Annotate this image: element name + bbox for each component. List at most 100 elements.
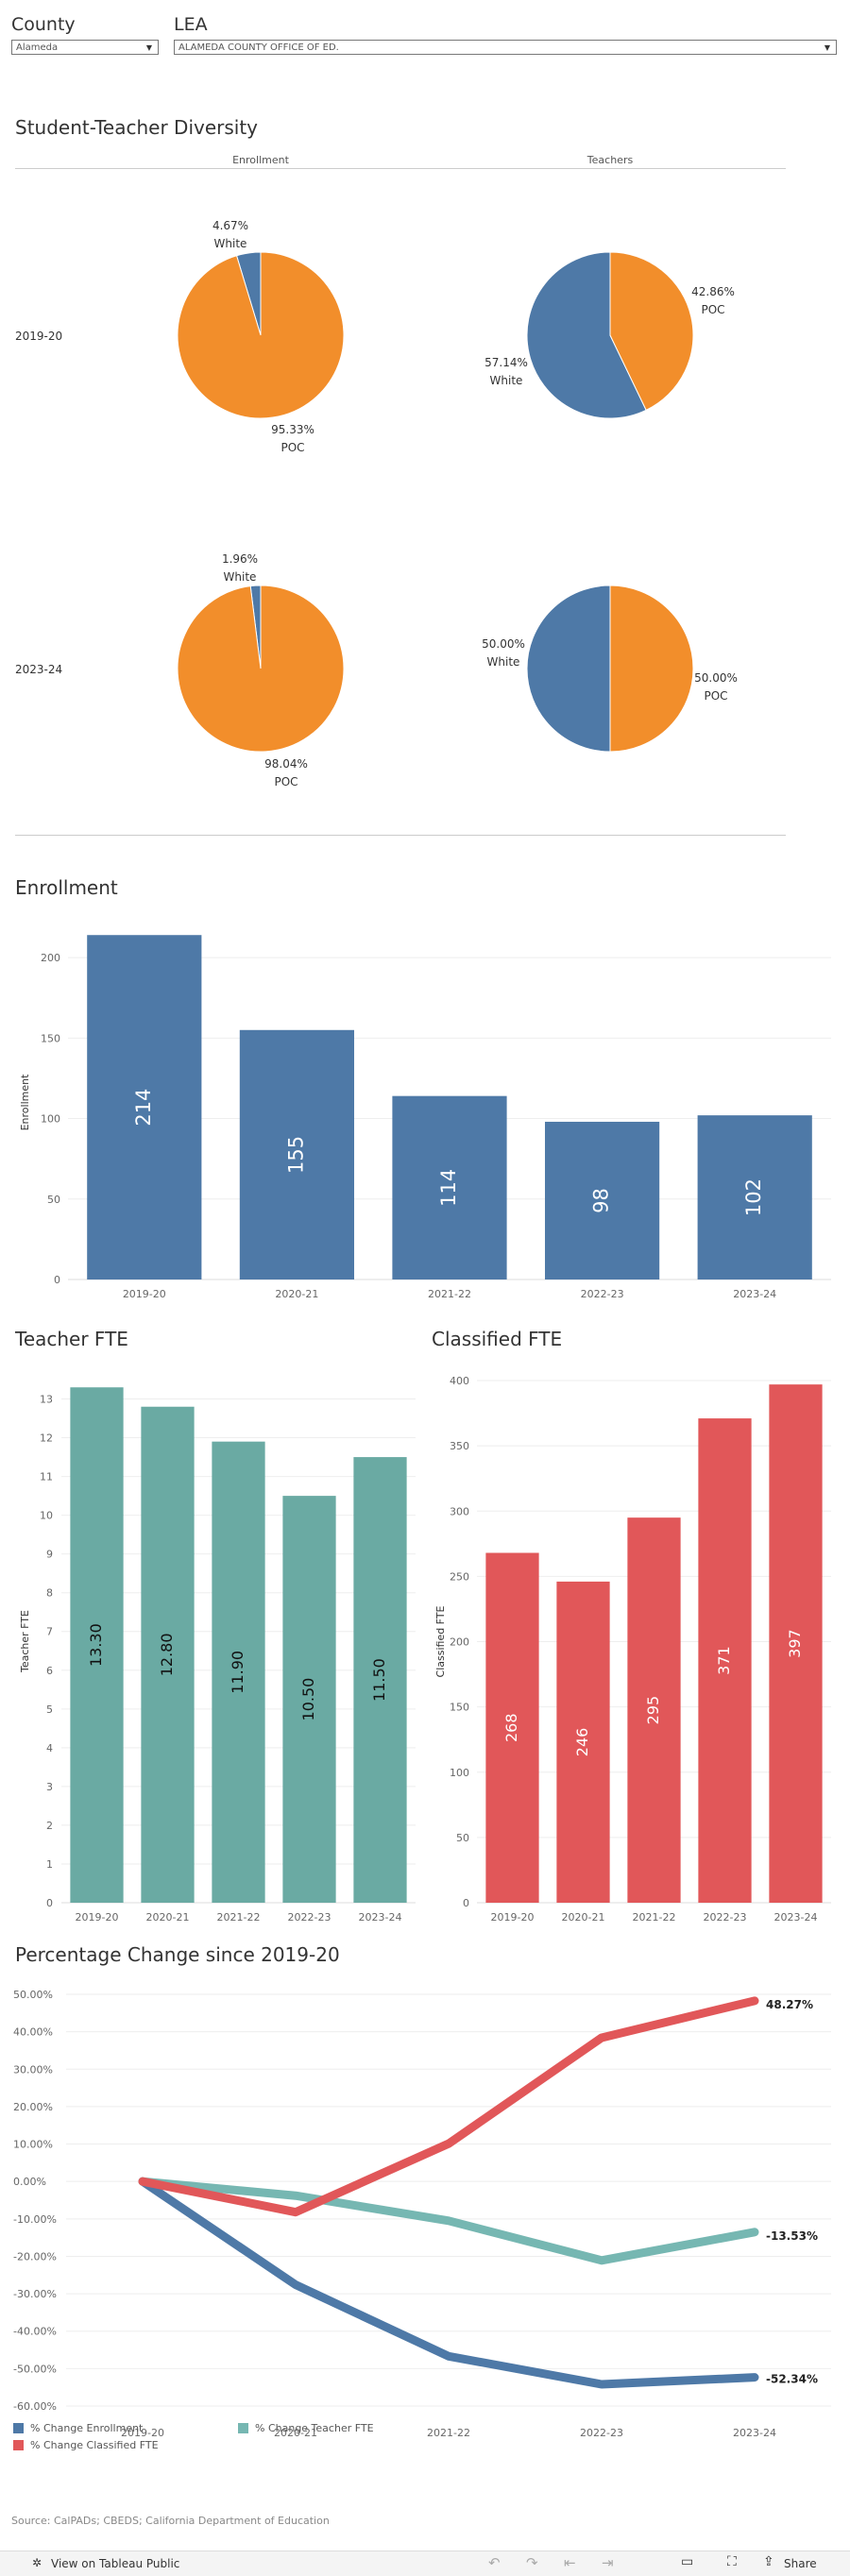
x-tick-label: 2019-20 xyxy=(491,1911,535,1924)
y-tick-label: 0 xyxy=(54,1274,60,1286)
y-tick-label: 6 xyxy=(46,1665,53,1677)
legend-swatch xyxy=(238,2423,248,2433)
lea-select[interactable]: ALAMEDA COUNTY OFFICE OF ED. ▼ xyxy=(174,40,837,55)
pie-label-value: 98.04% xyxy=(264,757,308,771)
pie-label-value: 50.00% xyxy=(694,671,738,685)
x-tick-label: 2021-22 xyxy=(217,1911,261,1924)
y-tick-label: 30.00% xyxy=(13,2063,53,2076)
y-tick-label: -10.00% xyxy=(13,2213,57,2226)
y-tick-label: 250 xyxy=(450,1570,469,1583)
bar-value-label: 268 xyxy=(502,1713,520,1742)
county-select[interactable]: Alameda ▼ xyxy=(11,40,159,55)
pie-slice-white xyxy=(526,251,647,419)
classified-fte-title: Classified FTE xyxy=(432,1328,563,1350)
x-tick-label: 2023-24 xyxy=(733,1288,776,1300)
source-note: Source: CalPADs; CBEDS; California Depar… xyxy=(11,2515,330,2527)
bar-value-label: 11.90 xyxy=(229,1651,246,1694)
pie-slice-white xyxy=(526,585,611,753)
y-tick-label: 10 xyxy=(40,1510,53,1522)
view-on-tableau-link[interactable]: View on Tableau Public xyxy=(51,2557,180,2570)
pie-label-value: 57.14% xyxy=(484,356,528,369)
pie-label-name: POC xyxy=(701,303,724,316)
bar xyxy=(545,1121,660,1280)
device-preview-icon[interactable]: ▭ xyxy=(681,2554,694,2569)
pie-label-name: POC xyxy=(280,441,304,454)
y-tick-label: 10.00% xyxy=(13,2139,53,2151)
fullscreen-icon[interactable]: ⛶ xyxy=(727,2554,737,2569)
lea-filter-title: LEA xyxy=(174,14,208,35)
x-tick-label: 2022-23 xyxy=(581,1288,624,1300)
bar xyxy=(87,935,202,1280)
series-line xyxy=(138,2177,759,2265)
legend-swatch xyxy=(13,2423,24,2433)
share-button[interactable]: Share xyxy=(784,2557,817,2570)
bar xyxy=(392,1095,507,1280)
share-icon[interactable]: ⇪ xyxy=(763,2554,774,2569)
enrollment-title: Enrollment xyxy=(15,876,118,899)
bar-value-label: 214 xyxy=(132,1089,155,1127)
bar-value-label: 102 xyxy=(742,1178,765,1216)
y-tick-label: -40.00% xyxy=(13,2326,57,2338)
x-tick-label: 2019-20 xyxy=(123,1288,166,1300)
x-tick-label: 2022-23 xyxy=(288,1911,332,1924)
bar-value-label: 295 xyxy=(644,1696,662,1725)
pie-slice-poc xyxy=(177,585,345,753)
x-tick-label: 2023-24 xyxy=(733,2427,776,2439)
tableau-toolbar: ✲ View on Tableau Public ↶ ↷ ⇤ ⇥ ▭ ⛶ ⇪ S… xyxy=(0,2551,850,2576)
x-tick-label: 2019-20 xyxy=(121,2427,164,2439)
revert-icon[interactable]: ⇤ xyxy=(564,2554,576,2571)
x-tick-label: 2022-23 xyxy=(704,1911,747,1924)
bar xyxy=(282,1496,336,1903)
pause-icon[interactable]: ⇥ xyxy=(602,2554,614,2571)
county-filter-title: County xyxy=(11,14,76,35)
pie-slice-poc xyxy=(177,251,345,419)
pie-label-name: POC xyxy=(704,689,727,703)
y-tick-label: 40.00% xyxy=(13,2026,53,2039)
x-tick-label: 2021-22 xyxy=(427,2427,470,2439)
chevron-down-icon: ▼ xyxy=(145,43,152,52)
y-tick-label: -20.00% xyxy=(13,2250,57,2262)
y-axis-title: Classified FTE xyxy=(434,1605,447,1677)
y-tick-label: 2 xyxy=(46,1820,53,1832)
lea-select-value: ALAMEDA COUNTY OFFICE OF ED. xyxy=(178,42,339,53)
pie-label-value: 42.86% xyxy=(691,285,735,298)
pie-label-name: White xyxy=(214,237,247,250)
bar xyxy=(212,1441,265,1903)
pct-change-title: Percentage Change since 2019-20 xyxy=(15,1943,340,1966)
pie-label-value: 1.96% xyxy=(222,552,258,566)
y-tick-label: 7 xyxy=(46,1626,53,1638)
y-tick-label: 0 xyxy=(46,1897,53,1909)
series-end-label: 48.27% xyxy=(766,1998,813,2011)
pie-label-name: White xyxy=(487,655,520,669)
bar xyxy=(697,1115,812,1280)
x-tick-label: 2020-21 xyxy=(146,1911,190,1924)
pie-row-year: 2019-20 xyxy=(15,330,62,343)
pie-label-value: 4.67% xyxy=(212,219,248,232)
y-axis-title: Enrollment xyxy=(19,1074,31,1130)
bar-value-label: 397 xyxy=(786,1629,804,1658)
y-tick-label: 5 xyxy=(46,1703,53,1716)
bar-value-label: 12.80 xyxy=(158,1633,176,1676)
y-tick-label: 20.00% xyxy=(13,2101,53,2113)
x-tick-label: 2023-24 xyxy=(774,1911,818,1924)
redo-icon[interactable]: ↷ xyxy=(526,2554,538,2571)
pie-slice-poc xyxy=(609,251,694,411)
undo-icon[interactable]: ↶ xyxy=(488,2554,501,2571)
y-tick-label: 350 xyxy=(450,1440,469,1452)
pie-label-name: POC xyxy=(274,775,298,788)
y-tick-label: 13 xyxy=(40,1394,53,1406)
y-tick-label: -30.00% xyxy=(13,2288,57,2300)
y-tick-label: 400 xyxy=(450,1375,469,1387)
bar xyxy=(353,1457,407,1903)
pie-label-name: White xyxy=(490,374,523,387)
bar xyxy=(70,1387,124,1903)
y-tick-label: 0.00% xyxy=(13,2176,46,2188)
x-tick-label: 2021-22 xyxy=(633,1911,676,1924)
pie-slice-poc xyxy=(609,585,694,753)
pie-label-name: White xyxy=(224,570,257,584)
y-tick-label: 3 xyxy=(46,1781,53,1793)
bar-value-label: 246 xyxy=(573,1728,591,1757)
y-tick-label: 11 xyxy=(40,1471,53,1483)
bar xyxy=(698,1418,752,1903)
bar-value-label: 10.50 xyxy=(299,1678,317,1721)
